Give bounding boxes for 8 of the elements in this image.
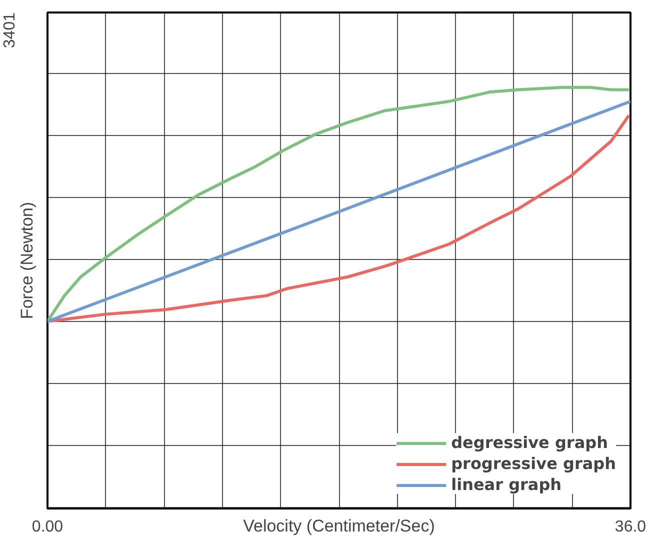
legend-label: progressive graph	[451, 454, 616, 473]
text: 3401	[2, 12, 18, 48]
x-tick-label: 0.00	[32, 518, 64, 536]
x-tick-label: 36.0	[614, 518, 646, 536]
x-axis-title: Velocity (Centimeter/Sec)	[243, 516, 435, 536]
legend-label: degressive graph	[451, 433, 608, 452]
legend-label: linear graph	[451, 475, 562, 494]
y-axis-title: Force (Newton)	[18, 202, 36, 320]
